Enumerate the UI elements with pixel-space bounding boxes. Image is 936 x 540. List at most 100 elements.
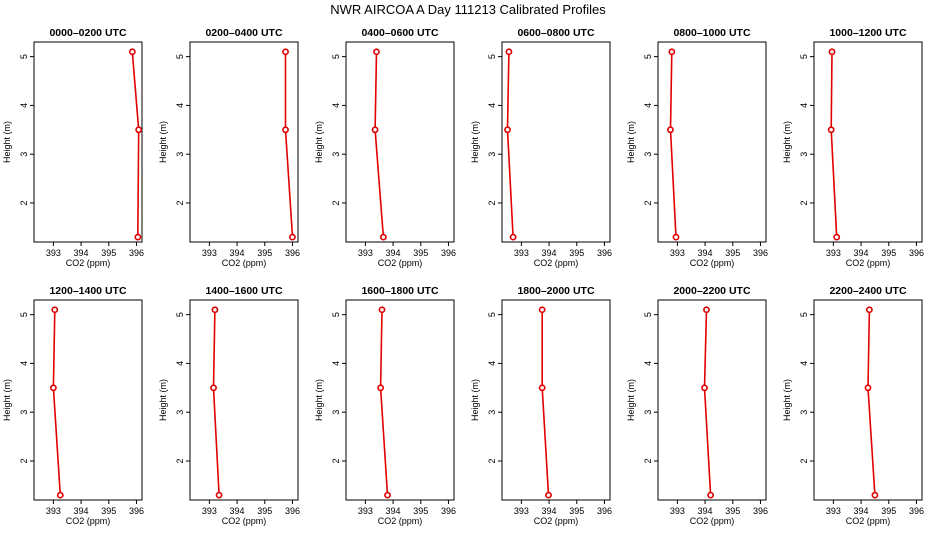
x-axis-label: CO2 (ppm) — [66, 516, 111, 526]
y-tick-label: 3 — [331, 152, 341, 157]
profile-point — [538, 306, 546, 314]
y-tick-label: 5 — [487, 54, 497, 59]
y-tick-label: 2 — [799, 458, 809, 463]
plot-frame — [189, 299, 299, 501]
plot-frame — [813, 299, 923, 501]
profile-line — [541, 309, 550, 496]
y-axis-label: Height (m) — [470, 379, 480, 421]
x-tick-label: 394 — [230, 506, 245, 516]
profile-point — [371, 126, 379, 134]
plot-frame — [189, 41, 299, 243]
profile-line — [506, 51, 514, 238]
x-tick-label: 396 — [285, 506, 300, 516]
y-tick-label: 5 — [799, 312, 809, 317]
y-tick-label: 2 — [487, 458, 497, 463]
x-tick-label: 395 — [257, 248, 272, 258]
plot-frame — [501, 41, 611, 243]
profile-point — [701, 384, 708, 392]
x-tick-label: 396 — [909, 248, 924, 258]
panel-title: 0200–0400 UTC — [205, 27, 282, 39]
profile-point — [51, 306, 59, 314]
profile-panel: 1400–1600 UTC 393 394 395 396 2 3 4 5 CO2 (ppm) He… — [158, 285, 300, 526]
y-axis-label: Height (m) — [626, 121, 636, 163]
y-axis-label: Height (m) — [2, 379, 12, 421]
y-tick-label: 3 — [643, 152, 653, 157]
x-axis-label: CO2 (ppm) — [222, 516, 267, 526]
profile-point — [377, 384, 385, 392]
profile-panel: 1000–1200 UTC 393 394 395 396 2 3 4 5 CO2 (ppm) He… — [782, 27, 924, 268]
x-tick-label: 394 — [854, 506, 869, 516]
x-tick-label: 395 — [101, 506, 116, 516]
y-tick-label: 2 — [175, 458, 185, 463]
y-tick-label: 3 — [175, 410, 185, 415]
plot-frame — [33, 41, 143, 243]
y-tick-label: 2 — [331, 200, 341, 205]
profile-line — [379, 309, 389, 496]
profile-point — [667, 126, 674, 134]
profile-point — [215, 491, 223, 499]
y-tick-label: 2 — [799, 200, 809, 205]
profile-point — [707, 491, 715, 499]
y-tick-label: 4 — [643, 103, 653, 108]
profile-point — [379, 233, 387, 241]
x-tick-label: 394 — [542, 248, 557, 258]
profile-point — [828, 48, 836, 56]
y-tick-label: 4 — [175, 103, 185, 108]
y-tick-label: 5 — [331, 54, 341, 59]
profile-point — [672, 233, 680, 241]
profile-point — [538, 384, 546, 392]
panel-title: 1400–1600 UTC — [205, 285, 282, 297]
y-tick-label: 3 — [487, 410, 497, 415]
profile-line — [867, 309, 876, 496]
profile-point — [282, 48, 289, 56]
x-tick-label: 395 — [413, 248, 428, 258]
y-tick-label: 5 — [643, 312, 653, 317]
panel-title: 2000–2200 UTC — [673, 285, 750, 297]
x-axis-label: CO2 (ppm) — [690, 516, 735, 526]
x-tick-label: 394 — [74, 506, 89, 516]
y-tick-label: 5 — [331, 312, 341, 317]
profile-point — [864, 384, 872, 392]
x-tick-label: 394 — [542, 506, 557, 516]
profile-line — [212, 309, 220, 496]
y-tick-label: 2 — [643, 200, 653, 205]
profile-line — [374, 51, 385, 238]
profile-panel: 2200–2400 UTC 393 394 395 396 2 3 4 5 CO2 (ppm) He… — [782, 285, 924, 526]
x-tick-label: 393 — [46, 506, 61, 516]
profile-panel: 0800–1000 UTC 393 394 395 396 2 3 4 5 CO2 (ppm) He… — [626, 27, 768, 268]
profile-line — [284, 51, 294, 238]
y-tick-label: 3 — [799, 410, 809, 415]
profile-point — [49, 384, 57, 392]
x-axis-label: CO2 (ppm) — [222, 258, 267, 268]
x-tick-label: 395 — [257, 506, 272, 516]
profile-panel: 0200–0400 UTC 393 394 395 396 2 3 4 5 CO2 (ppm) He… — [158, 27, 300, 268]
x-tick-label: 394 — [698, 506, 713, 516]
x-tick-label: 396 — [753, 248, 768, 258]
profile-panel: 1600–1800 UTC 393 394 395 396 2 3 4 5 CO2 (ppm) He… — [314, 285, 456, 526]
profile-panel: 2000–2200 UTC 393 394 395 396 2 3 4 5 CO2 (ppm) He… — [626, 285, 768, 526]
profile-line — [830, 51, 838, 238]
profile-panel: 0000–0200 UTC 393 394 395 396 2 3 4 5 CO2 (ppm) He… — [2, 27, 144, 268]
y-tick-label: 2 — [331, 458, 341, 463]
y-axis-label: Height (m) — [158, 121, 168, 163]
panel-title: 1000–1200 UTC — [829, 27, 906, 39]
y-axis-label: Height (m) — [782, 379, 792, 421]
x-tick-label: 395 — [881, 506, 896, 516]
y-tick-label: 2 — [643, 458, 653, 463]
y-tick-label: 3 — [19, 152, 29, 157]
x-tick-label: 396 — [285, 248, 300, 258]
profile-point — [505, 48, 513, 56]
x-tick-label: 395 — [725, 506, 740, 516]
panel-title: 1200–1400 UTC — [49, 285, 126, 297]
panel-title: 1800–2000 UTC — [517, 285, 594, 297]
x-axis-label: CO2 (ppm) — [534, 516, 579, 526]
plot-frame — [657, 41, 767, 243]
profile-point — [545, 491, 552, 499]
x-axis-label: CO2 (ppm) — [66, 258, 111, 268]
figure-title: NWR AIRCOA A Day 111213 Calibrated Profi… — [330, 2, 606, 17]
x-tick-label: 393 — [514, 506, 529, 516]
y-axis-label: Height (m) — [2, 121, 12, 163]
x-tick-label: 393 — [358, 248, 373, 258]
profile-point — [668, 48, 676, 56]
profile-panel: 1800–2000 UTC 393 394 395 396 2 3 4 5 CO2 (ppm) He… — [470, 285, 612, 526]
